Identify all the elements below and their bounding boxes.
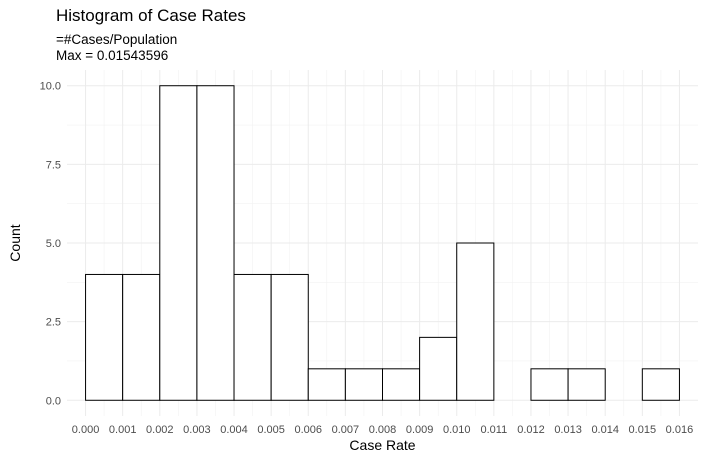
histogram-bar-1 xyxy=(122,273,161,401)
histogram-bar-0 xyxy=(85,273,124,401)
x-tick-label: 0.003 xyxy=(183,424,211,436)
histogram-bar-12 xyxy=(530,368,569,401)
x-tick-label: 0.004 xyxy=(220,424,248,436)
x-tick-label: 0.000 xyxy=(72,424,100,436)
y-tick-label: 7.5 xyxy=(46,159,61,171)
x-tick-label: 0.013 xyxy=(554,424,582,436)
x-tick-label: 0.015 xyxy=(629,424,657,436)
x-tick-label: 0.009 xyxy=(406,424,434,436)
y-tick-label: 2.5 xyxy=(46,317,61,329)
x-tick-label: 0.010 xyxy=(443,424,471,436)
x-tick-label: 0.012 xyxy=(517,424,545,436)
y-axis-title: Count xyxy=(7,224,23,261)
y-tick-label: 0.0 xyxy=(46,395,61,407)
histogram-bar-4 xyxy=(233,273,272,401)
histogram-bar-13 xyxy=(567,368,606,401)
histogram-bar-6 xyxy=(307,368,346,401)
y-tick-label: 10.0 xyxy=(40,81,61,93)
x-tick-label: 0.005 xyxy=(257,424,285,436)
histogram-bar-8 xyxy=(382,368,421,401)
x-tick-labels: 0.000 0.001 0.002 0.003 0.004 0.005 0.006 0.007… xyxy=(72,424,693,436)
histogram-bar-10 xyxy=(456,242,495,401)
histogram-bar-3 xyxy=(196,85,235,401)
x-tick-label: 0.014 xyxy=(591,424,619,436)
y-tick-labels: 0.0 2.5 5.0 7.5 10.0 xyxy=(40,81,61,408)
chart-title: Histogram of Case Rates xyxy=(56,6,246,25)
grid-layer xyxy=(67,70,698,416)
histogram-bar-9 xyxy=(419,336,458,401)
histogram-bar-7 xyxy=(344,368,383,401)
x-tick-label: 0.016 xyxy=(666,424,694,436)
histogram-bar-15 xyxy=(641,368,680,401)
x-tick-label: 0.007 xyxy=(332,424,360,436)
x-tick-label: 0.001 xyxy=(109,424,137,436)
x-tick-label: 0.002 xyxy=(146,424,174,436)
histogram-bar-2 xyxy=(159,85,198,401)
x-tick-label: 0.008 xyxy=(369,424,397,436)
chart-subtitle-line-2: Max = 0.01543596 xyxy=(56,48,169,63)
chart-subtitle-line-1: =#Cases/Population xyxy=(56,32,178,47)
x-tick-label: 0.011 xyxy=(480,424,507,436)
bar-layer xyxy=(85,85,680,401)
y-tick-label: 5.0 xyxy=(46,238,61,250)
x-axis-title: Case Rate xyxy=(349,437,415,453)
x-tick-label: 0.006 xyxy=(294,424,322,436)
histogram-bar-5 xyxy=(270,273,309,401)
